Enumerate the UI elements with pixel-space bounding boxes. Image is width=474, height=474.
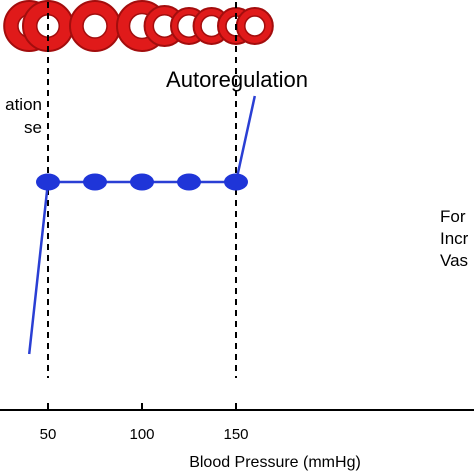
right-label-line: Vas: [440, 251, 468, 270]
right-label-line: For: [440, 207, 466, 226]
x-tick-label: 150: [223, 426, 248, 443]
x-tick-label: 50: [40, 426, 57, 443]
vessel-ring: [69, 0, 121, 52]
plateau-marker: [83, 173, 107, 191]
vessel-ring: [235, 7, 274, 45]
vessel-rings: [3, 0, 274, 52]
left-label-line: se: [24, 118, 42, 137]
x-tick-label: 100: [129, 426, 154, 443]
plateau-marker: [130, 173, 154, 191]
left-label-line: ation: [5, 95, 42, 114]
plateau-marker: [224, 173, 248, 191]
x-axis-label: Blood Pressure (mmHg): [189, 454, 361, 471]
plateau-marker: [177, 173, 201, 191]
x-axis: 50 100 150: [0, 403, 474, 443]
autoregulation-label: Autoregulation: [166, 67, 308, 92]
plateau-marker: [36, 173, 60, 191]
right-label-line: Incr: [440, 229, 469, 248]
flow-line: [27, 95, 257, 355]
plateau-markers: [36, 173, 248, 191]
right-region-label: For Incr Vas: [440, 207, 469, 270]
left-region-label: ation se: [5, 95, 42, 137]
flow-curve: [27, 95, 257, 355]
